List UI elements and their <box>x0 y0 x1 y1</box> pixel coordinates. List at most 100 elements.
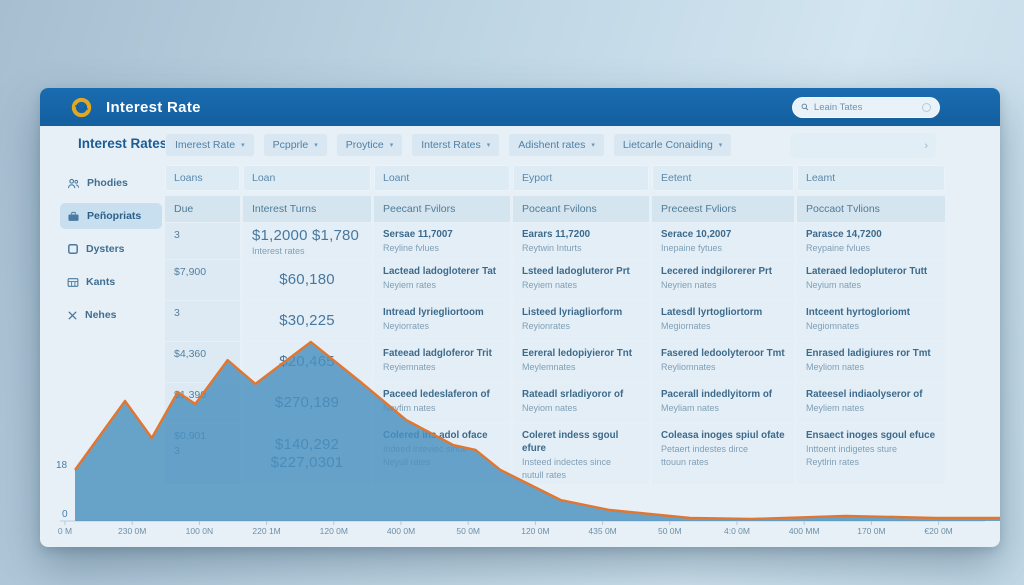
table-cell[interactable]: Coleasa inoges spiul ofate Petaert indest… <box>652 424 794 484</box>
chevron-down-icon: ▾ <box>718 142 723 149</box>
sidebar-item-label: Peñopriats <box>87 210 142 222</box>
toolbar-dropdown-label: Proytice <box>345 139 384 151</box>
x-axis-tick-label: 400 0M <box>386 526 416 536</box>
x-axis-tick-label: 120 0M <box>521 526 550 536</box>
table-cell-amount[interactable]: $1,2000 $1,780 Interest rates <box>243 223 371 259</box>
table-cell[interactable]: Listeed lyriagliorform Reyionrates <box>513 301 649 341</box>
table-cell-due[interactable]: 3 <box>165 223 240 259</box>
amount-sublabel: Interest rates <box>252 245 305 256</box>
x-axis-tick-label: 120 0M <box>319 526 348 536</box>
search-clear-icon[interactable] <box>922 102 931 112</box>
cell-title: Rateesel indiaolyseror of <box>806 389 923 400</box>
toolbar-dropdowns: Imerest Rate ▾ Pcpprle ▾ Proytice ▾ Interst Ra… <box>165 133 733 157</box>
toolbar-dropdown[interactable]: Proytice ▾ <box>335 133 404 157</box>
table-cell[interactable]: Eereral ledopiyieror Tnt Meylemnates <box>513 342 649 382</box>
due-value: $4,360 <box>174 348 207 360</box>
column-header: Due <box>165 196 240 222</box>
amount-value: $140,292 <box>274 436 340 453</box>
column-filter[interactable]: Eyport <box>513 165 649 191</box>
sidebar-item-dysters[interactable]: Dysters <box>60 236 162 262</box>
amount-value: $60,180 <box>279 271 335 288</box>
table-cell-due[interactable]: $7,900 <box>165 260 240 300</box>
table-cell-due[interactable]: $1,390 <box>165 383 240 423</box>
sidebar-item-label: Kants <box>86 276 116 288</box>
sidebar-item-kants[interactable]: Kants <box>60 269 162 295</box>
cell-title: Ensaect inoges sgoul efuce <box>806 430 936 441</box>
table-cell[interactable]: Intceent hyrtogloriomt Negiomnates <box>797 301 945 341</box>
table-cell[interactable]: Fasered ledoolyteroor Tmt Reyliomnates <box>652 342 794 382</box>
cell-subtext: Petaert indestes dirce <box>661 444 749 454</box>
cell-title: Listeed lyriagliorform <box>522 307 623 318</box>
toolbar-dropdown[interactable]: Lietcarle Conaiding ▾ <box>612 133 733 157</box>
chevron-right-icon: › <box>924 139 928 152</box>
cell-title: Enrased ladigiures ror Tmt <box>806 348 931 359</box>
table-cell[interactable]: Coleret indess sgoul efure Insteed indect… <box>513 424 649 484</box>
column-filter[interactable]: Loant <box>374 165 510 191</box>
sidebar-item-peopriats[interactable]: Peñopriats <box>60 203 162 229</box>
table-cell[interactable]: Fateead ladgloferor Trit Reyiemnates <box>374 342 510 382</box>
due-value: 3 <box>174 307 180 319</box>
x-axis-tick-label: €20 0M <box>924 526 953 536</box>
toolbar-dropdown[interactable]: Adishent rates ▾ <box>508 133 605 157</box>
toolbar-dropdown-label: Lietcarle Conaiding <box>622 139 713 151</box>
cell-title: Colered ins adol oface <box>383 430 488 441</box>
table-cell-due[interactable]: $0,901 3 <box>165 424 240 484</box>
sidebar-item-nehes[interactable]: Nehes <box>60 302 162 328</box>
column-filter[interactable]: Loan <box>243 165 371 191</box>
amount-value: $1,2000 $1,780 <box>252 226 360 244</box>
table-cell[interactable]: Lateraed ledopluteror Tutt Neyium nates <box>797 260 945 300</box>
toolbar-dropdown[interactable]: Imerest Rate ▾ <box>165 133 255 157</box>
cell-subtext: Reytlrin rates <box>806 457 860 467</box>
cell-subtext: Reyliomnates <box>661 362 716 372</box>
due-value: $7,900 <box>174 266 207 278</box>
table-cell[interactable]: Parasce 14,7200 Reypaine fvlues <box>797 223 945 259</box>
table-cell-amount[interactable]: $140,292 $227,0301 <box>243 424 371 484</box>
table-cell[interactable]: Lactead ladogloterer Tat Neyiem rates <box>374 260 510 300</box>
title-bar: Interest Rate <box>40 88 1000 126</box>
table-cell[interactable]: Ensaect inoges sgoul efuce Inttoent indig… <box>797 424 945 484</box>
table-cell[interactable]: Lecered indgilorerer Prt Neyrien nates <box>652 260 794 300</box>
table-cell[interactable]: Paceed ledeslaferon of Neyfim nates <box>374 383 510 423</box>
cell-subtext: Indeed inteviec since <box>383 444 468 454</box>
column-filter[interactable]: Leamt <box>797 165 945 191</box>
sidebar-item-phodies[interactable]: Phodies <box>60 170 162 196</box>
table-cell[interactable]: Enrased ladigiures ror Tmt Meyliom nates <box>797 342 945 382</box>
table-cell-amount[interactable]: $270,189 <box>243 383 371 423</box>
table-cell[interactable]: Lsteed ladogluteror Prt Reyiem nates <box>513 260 649 300</box>
toolbar-dropdown[interactable]: Interst Rates ▾ <box>411 133 501 157</box>
table-cell[interactable]: Sersae 11,7007 Reyline fvlues <box>374 223 510 259</box>
search-input[interactable] <box>813 101 917 113</box>
table-cell[interactable]: Rateesel indiaolyseror of Meyliem nates <box>797 383 945 423</box>
toolbar-extra-dropdown[interactable]: › <box>790 133 936 158</box>
toolbar-dropdown-label: Adishent rates <box>518 139 586 151</box>
table-cell-amount[interactable]: $60,180 <box>243 260 371 300</box>
table-cell-amount[interactable]: $30,225 <box>243 301 371 341</box>
table-cell-amount[interactable]: $20,465 <box>243 342 371 382</box>
table-cell[interactable]: Pacerall indedlyitorm of Meyliam nates <box>652 383 794 423</box>
cell-title: Lsteed ladogluteror Prt <box>522 266 630 277</box>
table-cell[interactable]: Earars 11,7200 Reytwin Inturts <box>513 223 649 259</box>
table-cell[interactable]: Rateadl srladiyoror of Neyiom nates <box>513 383 649 423</box>
table-cell-due[interactable]: 3 <box>165 301 240 341</box>
square-icon <box>67 243 79 255</box>
x-axis-tick-label: 220 1M <box>252 526 281 536</box>
column-filter[interactable]: Loans <box>165 165 240 191</box>
cell-subtext: Neyull rates <box>383 457 431 467</box>
table-cell[interactable]: Latesdl lyrtogliortorm Megiornates <box>652 301 794 341</box>
table-cell[interactable]: Colered ins adol oface Indeed inteviec si… <box>374 424 510 484</box>
table-cell[interactable]: Intread lyriegliortoom Neyiorrates <box>374 301 510 341</box>
cell-subtext: Insteed indectes since <box>522 457 612 467</box>
amount-value: $20,465 <box>279 353 335 370</box>
cell-subtext: Reypaine fvlues <box>806 243 871 253</box>
x-axis-tick-label: 50 0M <box>456 526 480 536</box>
search-box[interactable] <box>792 96 940 118</box>
table-cell[interactable]: Serace 10,2007 Inepaine fytues <box>652 223 794 259</box>
cell-title: Eereral ledopiyieror Tnt <box>522 348 632 359</box>
cell-subtext: nutull rates <box>522 470 567 480</box>
toolbar-dropdown[interactable]: Pcpprle ▾ <box>262 133 328 157</box>
chevron-down-icon: ▾ <box>314 142 318 149</box>
column-filter[interactable]: Eetent <box>652 165 794 191</box>
table-cell-due[interactable]: $4,360 <box>165 342 240 382</box>
x-axis-tick-label: 230 0M <box>118 526 147 536</box>
cell-subtext: ttouun rates <box>661 457 709 467</box>
